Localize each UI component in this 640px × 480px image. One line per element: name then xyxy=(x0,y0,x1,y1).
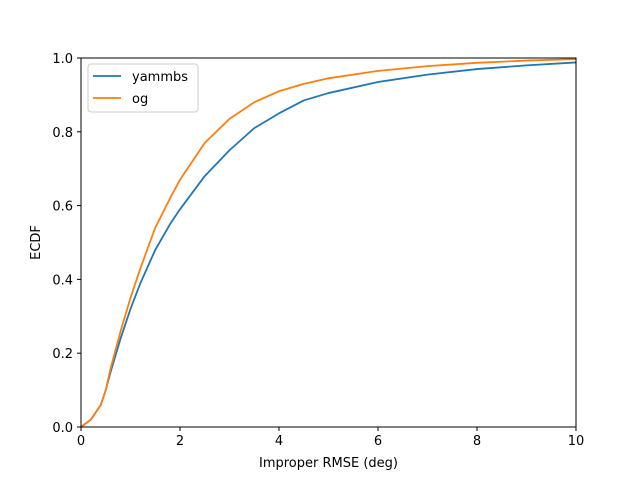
x-tick-label: 10 xyxy=(568,434,585,449)
series-line-og xyxy=(80,58,577,428)
legend-label-yammbs: yammbs xyxy=(132,70,188,85)
y-tick-label: 0.6 xyxy=(52,200,73,215)
x-tick-label: 4 xyxy=(275,434,283,449)
x-tick-label: 6 xyxy=(374,434,382,449)
x-tick-label: 2 xyxy=(176,434,184,449)
y-axis-label: ECDF xyxy=(29,225,44,260)
legend-label-og: og xyxy=(132,92,148,107)
x-tick-label: 8 xyxy=(473,434,481,449)
legend: yammbs og xyxy=(87,63,199,113)
y-tick-label: 0.4 xyxy=(52,273,73,288)
axes-frame xyxy=(80,57,577,428)
y-axis: 0.0 0.2 0.4 0.6 0.8 1.0 xyxy=(52,52,81,436)
x-axis-label: Improper RMSE (deg) xyxy=(259,456,398,471)
y-tick-label: 1.0 xyxy=(52,52,73,67)
y-tick-label: 0.2 xyxy=(52,347,73,362)
x-axis: 0 2 4 6 8 10 xyxy=(77,427,584,449)
series-layer xyxy=(80,58,577,428)
y-tick-label: 0.0 xyxy=(52,421,73,436)
y-tick-label: 0.8 xyxy=(52,126,73,141)
x-tick-label: 0 xyxy=(77,434,85,449)
